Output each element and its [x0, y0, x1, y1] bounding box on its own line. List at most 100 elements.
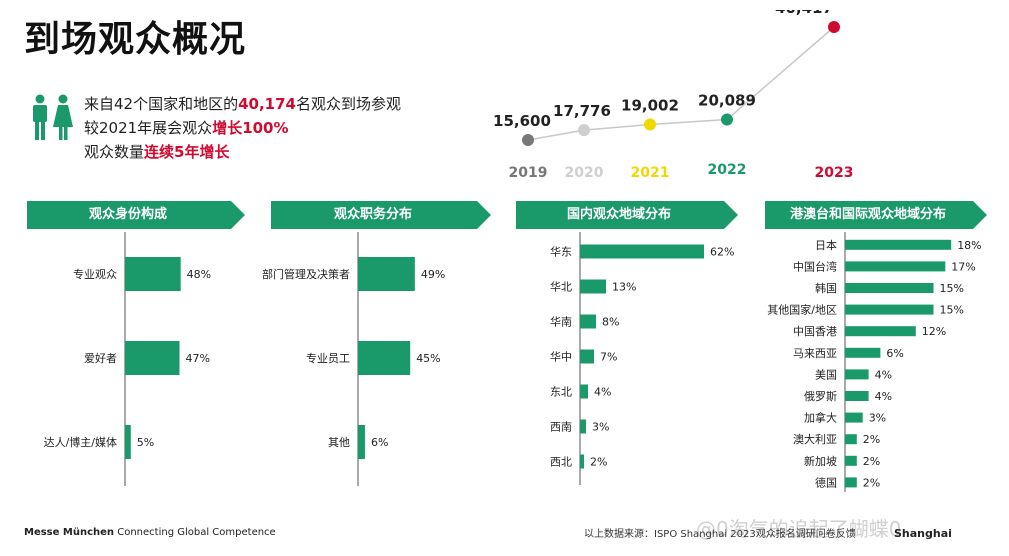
bar-category-label: 俄罗斯 — [804, 390, 837, 403]
bar-value-label: 7% — [600, 351, 617, 364]
bar-value-label: 45% — [416, 352, 440, 365]
trend-point — [828, 21, 840, 33]
bar — [580, 419, 586, 434]
bar — [125, 425, 131, 459]
position-bar-chart: 部门管理及决策者 49% 专业员工 45% 其他 6% — [262, 232, 445, 486]
bar-category-label: 华中 — [550, 350, 572, 364]
bar — [580, 244, 704, 259]
bar-category-label: 专业观众 — [73, 267, 117, 281]
bar-category-label: 西南 — [550, 421, 572, 434]
bar-category-label: 中国台湾 — [793, 259, 837, 273]
intro-text-part: 观众数量 — [84, 143, 145, 161]
bar — [845, 369, 869, 380]
bar — [845, 347, 881, 358]
bar-value-label: 18% — [957, 239, 981, 252]
bar-category-label: 德国 — [815, 475, 837, 489]
bar-value-label: 6% — [886, 347, 903, 360]
trend-value-label: 17,776 — [553, 102, 611, 120]
bar-value-label: 15% — [940, 304, 964, 317]
trend-year-label: 2023 — [815, 165, 854, 181]
bar — [125, 257, 181, 291]
banner-identity: 观众身份构成 — [27, 201, 245, 229]
bar — [580, 314, 596, 329]
intro-text-part: 较2021年展会观众 — [84, 119, 213, 137]
banner-international: 港澳台和国际观众地域分布 — [765, 201, 987, 229]
people-icons — [33, 94, 73, 140]
bar — [845, 455, 857, 466]
trend-year-label: 2022 — [708, 162, 747, 178]
trend-point — [644, 118, 656, 131]
bar-value-label: 6% — [371, 436, 388, 449]
bar-value-label: 2% — [863, 455, 880, 468]
bar-value-label: 4% — [875, 368, 892, 381]
bar-category-label: 部门管理及决策者 — [262, 267, 350, 281]
bar-category-label: 新加坡 — [804, 454, 837, 468]
bar-category-label: 爱好者 — [84, 351, 117, 365]
bar — [845, 283, 934, 293]
bar — [358, 425, 365, 459]
bar-value-label: 13% — [612, 281, 636, 294]
trend-year-label: 2021 — [631, 165, 670, 181]
bar-value-label: 3% — [592, 421, 609, 434]
bar-category-label: 专业员工 — [306, 351, 350, 365]
bar-value-label: 47% — [186, 352, 210, 365]
brand-logo: Shanghai — [894, 527, 952, 540]
identity-bar-chart: 专业观众 48% 爱好者 47% 达人/博主/媒体 5% — [44, 232, 211, 486]
intro-line-2: 较2021年展会观众增长100% — [84, 116, 401, 140]
bar — [845, 391, 869, 401]
bar — [125, 341, 180, 375]
bar-category-label: 韩国 — [815, 281, 837, 295]
international-bar-chart: 日本 18% 中国台湾 17% 韩国 15% 其他国家/地区 15% 中国香港 12% 马来西亚 6%… — [767, 232, 982, 492]
bar — [845, 304, 934, 315]
bar-value-label: 48% — [187, 268, 211, 281]
bar — [580, 349, 594, 364]
company-tagline: Connecting Global Competence — [117, 527, 276, 538]
bar-value-label: 62% — [710, 246, 734, 259]
trend-year-label: 2020 — [565, 165, 604, 181]
trend-value-label: 20,089 — [698, 92, 756, 110]
bar-value-label: 2% — [863, 433, 880, 446]
bar — [845, 326, 916, 337]
bar-category-label: 西北 — [550, 456, 572, 469]
bar-category-label: 日本 — [815, 238, 837, 252]
bar — [845, 261, 946, 272]
bar — [358, 341, 411, 375]
bar-category-label: 中国香港 — [793, 325, 837, 338]
bar — [845, 412, 863, 423]
domestic-bar-chart: 华东 62% 华北 13% 华南 8% 华中 7% 东北 4% 西南 3% 西北 2% — [550, 232, 734, 485]
bar-category-label: 东北 — [550, 386, 572, 399]
visitor-trend-chart: 15,600 2019 17,776 2020 19,002 2021 20,089 2022… — [493, 10, 854, 181]
bar-value-label: 4% — [875, 390, 892, 403]
bar-category-label: 美国 — [815, 368, 837, 381]
trend-point — [721, 113, 733, 126]
footer-company: Messe München Connecting Global Competen… — [24, 527, 276, 538]
bar-value-label: 15% — [940, 282, 964, 295]
bar-category-label: 澳大利亚 — [793, 432, 837, 446]
bar-category-label: 达人/博主/媒体 — [44, 435, 117, 449]
bar-value-label: 8% — [602, 316, 619, 329]
bar — [580, 454, 584, 469]
growth-highlight: 增长100% — [212, 119, 289, 137]
trend-line — [527, 26, 835, 141]
watermark: @0淘气的追起了蝴蝶0 — [696, 517, 902, 541]
intro-text-part: 来自42个国家和地区的 — [84, 95, 239, 113]
bar — [845, 239, 952, 250]
trend-point — [522, 134, 534, 146]
trend-point — [578, 124, 590, 137]
banner-position: 观众职务分布 — [271, 201, 491, 229]
man-icon — [33, 94, 47, 140]
intro-text-part: 名观众到场参观 — [295, 95, 401, 113]
company-name: Messe München — [24, 527, 115, 538]
streak-highlight: 连续5年增长 — [144, 143, 230, 161]
bar-value-label: 49% — [421, 268, 445, 281]
bar-category-label: 加拿大 — [804, 411, 837, 425]
intro-text: 来自42个国家和地区的40,174名观众到场参观 较2021年展会观众增长100… — [84, 92, 401, 164]
bar-category-label: 华南 — [550, 315, 572, 329]
bar-value-label: 4% — [594, 386, 611, 399]
bar — [845, 477, 857, 488]
intro-line-3: 观众数量连续5年增长 — [84, 140, 401, 164]
bar — [580, 384, 588, 399]
bar-value-label: 12% — [922, 325, 946, 338]
bar-value-label: 3% — [869, 412, 886, 425]
bar — [845, 434, 857, 445]
